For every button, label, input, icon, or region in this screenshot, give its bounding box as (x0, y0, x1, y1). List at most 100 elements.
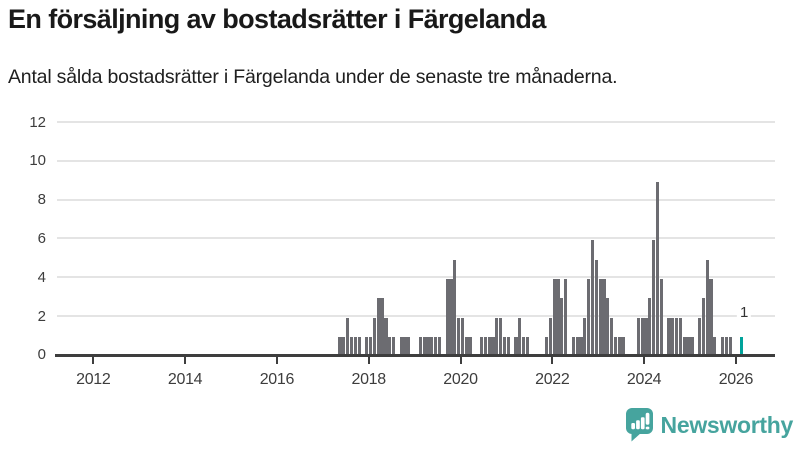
bar (445, 278, 449, 357)
bar (525, 337, 530, 357)
bar (464, 337, 468, 357)
bar (544, 337, 549, 357)
bar (644, 317, 648, 357)
x-tick-label: 2020 (443, 371, 478, 388)
bar (357, 337, 361, 357)
y-tick-label: 8 (37, 191, 46, 209)
grid-line (57, 159, 775, 162)
brand-logo: Newsworthy (625, 406, 793, 444)
bar (724, 337, 728, 357)
x-tick-label: 2012 (76, 371, 111, 388)
bar (678, 317, 683, 357)
bar (338, 337, 342, 357)
bar (682, 337, 686, 357)
bar (675, 317, 679, 357)
newsworthy-icon (625, 407, 654, 443)
bar (560, 298, 564, 357)
bar (720, 337, 725, 357)
x-tick (551, 356, 554, 364)
grid-line (57, 237, 775, 240)
bar (548, 317, 552, 357)
bar (483, 337, 487, 357)
x-tick-label: 2018 (351, 371, 386, 388)
x-tick (275, 356, 278, 364)
bar (346, 317, 350, 357)
bar (659, 278, 663, 357)
bar (617, 337, 621, 357)
bar (434, 337, 438, 357)
grid-line (57, 315, 775, 317)
x-axis-line (55, 354, 775, 357)
brand-name: Newsworthy (660, 412, 794, 438)
x-tick-label: 2026 (718, 371, 754, 388)
x-tick-label: 2014 (167, 371, 203, 388)
bar (426, 337, 430, 357)
bar (613, 337, 617, 357)
bar (479, 337, 484, 357)
bar (552, 278, 556, 357)
bar (456, 317, 461, 357)
x-tick (184, 356, 187, 364)
bar (495, 317, 499, 357)
bar (652, 240, 656, 357)
bar (491, 337, 495, 357)
bar (365, 337, 369, 357)
y-tick-label: 2 (37, 307, 46, 325)
y-tick-label: 4 (37, 268, 46, 286)
bar (353, 337, 357, 357)
bar (422, 337, 426, 357)
bar (648, 298, 652, 357)
y-tick-label: 10 (29, 152, 46, 170)
bar (556, 278, 560, 357)
bar (369, 337, 373, 357)
bar (518, 317, 522, 357)
grid-line (57, 198, 775, 201)
bar (506, 337, 510, 357)
y-tick-label: 0 (37, 346, 46, 364)
bar (380, 298, 384, 357)
x-tick (734, 356, 737, 364)
bar (606, 298, 610, 357)
grid-line (57, 121, 775, 123)
x-tick-label: 2016 (259, 371, 295, 388)
bar (671, 317, 675, 357)
bar (449, 278, 453, 357)
bar (460, 317, 464, 357)
bar (598, 278, 602, 357)
x-tick-label: 2022 (535, 371, 570, 388)
bar (522, 337, 526, 357)
bar-value-label: 1 (736, 304, 752, 321)
chart-title: En försäljning av bostadsrätter i Färgel… (8, 4, 546, 34)
bar (640, 317, 644, 357)
bar (514, 337, 518, 357)
chart-subtitle: Antal sålda bostadsrätter i Färgelanda u… (8, 66, 618, 88)
highlighted-bar (740, 337, 744, 357)
bar (430, 337, 434, 357)
bar (418, 337, 422, 357)
bar (468, 337, 472, 357)
bar (579, 337, 583, 357)
bar (391, 337, 396, 357)
bar (636, 317, 640, 357)
bar (407, 337, 411, 357)
bar (403, 337, 407, 357)
bar (342, 337, 346, 357)
bar (487, 337, 491, 357)
y-tick-label: 6 (37, 229, 46, 247)
bar (571, 337, 575, 357)
bar (590, 240, 595, 357)
bar (594, 259, 598, 357)
bar (667, 317, 671, 357)
bar (709, 278, 713, 357)
grid-line (57, 276, 775, 279)
bar (384, 317, 388, 357)
bar (609, 317, 614, 357)
bar (713, 337, 717, 357)
bar (602, 278, 606, 357)
bar (728, 337, 732, 357)
bar (583, 317, 587, 357)
bar (655, 181, 660, 357)
bar (399, 337, 403, 357)
